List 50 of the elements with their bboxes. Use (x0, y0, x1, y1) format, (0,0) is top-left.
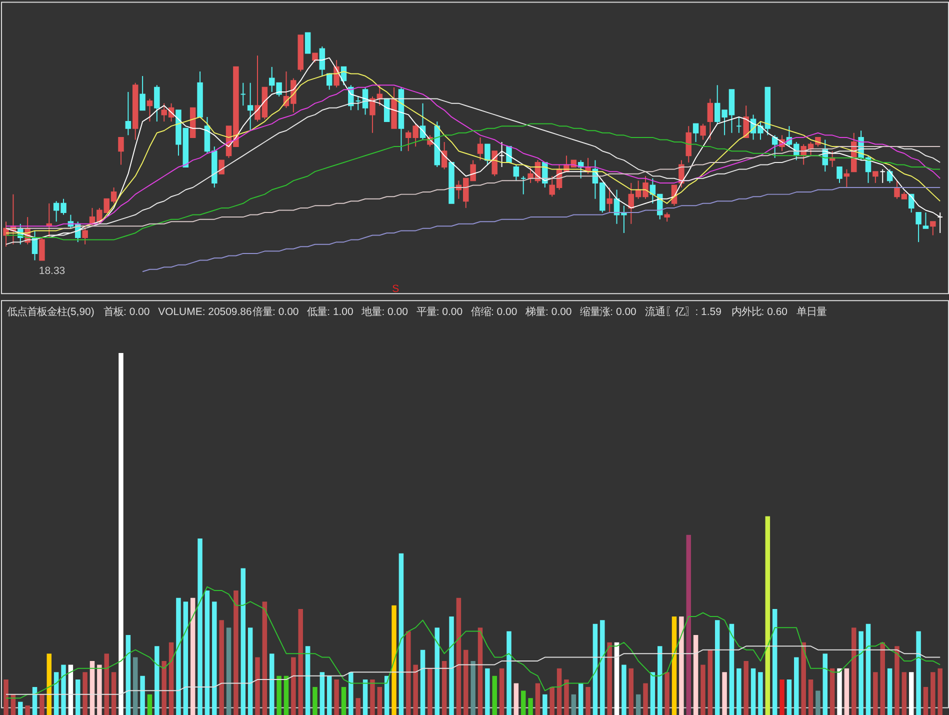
text: 梯量: 0.00 (524, 306, 572, 318)
candlestick (736, 116, 742, 134)
text: 低点首板金柱(5,90) (6, 306, 94, 318)
candlestick (686, 126, 692, 163)
candlestick (664, 212, 670, 222)
candlestick (154, 84, 160, 122)
candlestick (140, 76, 146, 111)
text: 平量: 0.00 (416, 307, 463, 318)
candlestick (146, 98, 153, 122)
candlestick (707, 98, 714, 140)
text: 倍量: 0.00 (252, 306, 299, 318)
candlestick (218, 160, 224, 174)
candlestick (772, 134, 778, 158)
candlestick (498, 141, 505, 168)
candlestick (118, 136, 124, 166)
candlestick (477, 136, 484, 161)
candlestick (513, 164, 520, 182)
candlestick (700, 123, 706, 140)
candlestick (930, 221, 936, 236)
candlestick (304, 32, 311, 54)
text: 内外比: 0.60 (731, 306, 788, 318)
candlestick (844, 168, 850, 188)
text: 地量: 0.00 (360, 306, 408, 318)
candlestick (916, 212, 922, 243)
candlestick (484, 144, 490, 166)
candlestick (312, 52, 318, 63)
candlestick (606, 186, 612, 214)
candlestick (441, 141, 448, 170)
candlestick (743, 105, 749, 138)
text: 流通〖亿〗: 1.59 (645, 306, 722, 318)
text: 缩量涨: 0.00 (580, 306, 637, 318)
candlestick (39, 237, 45, 261)
text: 单日量 (796, 306, 826, 318)
candlestick (125, 91, 132, 136)
candlestick (247, 82, 254, 132)
candlestick (319, 46, 326, 77)
text: S (392, 284, 400, 296)
candlestick (836, 166, 842, 184)
candlestick (922, 212, 929, 229)
candlestick (520, 176, 526, 195)
candlestick (82, 226, 88, 245)
candlestick (880, 168, 886, 184)
candlestick (692, 123, 699, 142)
candlestick (240, 82, 246, 106)
text: 18.33 (38, 266, 66, 278)
text: 倍缩: 0.00 (470, 306, 518, 318)
text: 首板: 0.00 (104, 306, 150, 318)
candlestick (872, 171, 878, 184)
text: 低量: 1.00 (307, 307, 354, 318)
text: VOLUME: 20509.86 (158, 307, 252, 318)
